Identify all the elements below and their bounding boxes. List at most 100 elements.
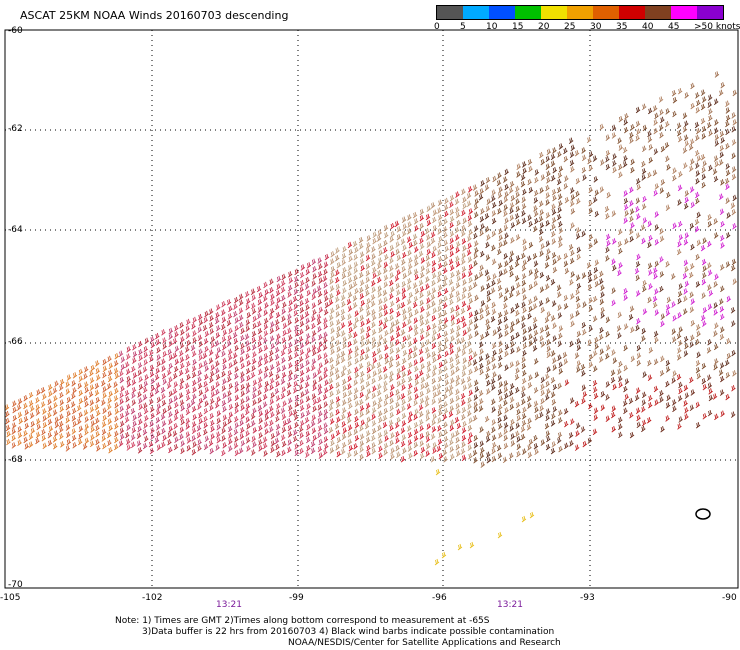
wind-barb xyxy=(516,415,522,422)
wind-barb xyxy=(376,235,382,242)
wind-barb xyxy=(84,400,89,408)
wind-barb xyxy=(665,309,671,317)
wind-barb xyxy=(269,308,275,315)
wind-barb xyxy=(521,413,527,420)
wind-barb xyxy=(89,399,95,407)
wind-barb xyxy=(425,213,431,221)
wind-barb xyxy=(443,401,448,408)
wind-barb xyxy=(360,349,365,356)
wind-barb xyxy=(671,399,677,406)
wind-barb xyxy=(330,271,335,279)
wind-barb xyxy=(59,378,65,386)
wind-barb xyxy=(179,342,185,349)
wind-barb xyxy=(683,259,689,267)
wind-barb xyxy=(347,270,352,278)
wind-barb xyxy=(102,386,107,393)
wind-barb xyxy=(287,424,293,432)
wind-barb xyxy=(534,176,539,184)
wind-barb xyxy=(672,110,677,118)
wind-barb xyxy=(574,352,580,359)
wind-barb xyxy=(53,430,59,437)
wind-barb xyxy=(288,341,293,349)
colorbar-swatch xyxy=(645,6,671,19)
wind-barb xyxy=(508,390,514,397)
wind-barb xyxy=(600,404,606,411)
wind-barb xyxy=(312,309,317,316)
wind-barb xyxy=(258,292,263,299)
wind-barb xyxy=(226,340,232,348)
wind-barb xyxy=(376,389,382,397)
wind-barb xyxy=(449,363,455,370)
wind-barb xyxy=(250,288,256,295)
wind-barb xyxy=(605,331,610,338)
wind-barb xyxy=(660,145,666,153)
wind-barb xyxy=(108,362,114,370)
wind-barb xyxy=(131,399,137,406)
wind-barb xyxy=(130,434,136,441)
wind-barb xyxy=(185,382,190,390)
wind-barb xyxy=(286,389,292,397)
wind-barb xyxy=(731,258,737,266)
wind-barb xyxy=(461,413,466,421)
wind-barb xyxy=(401,384,406,391)
wind-barb xyxy=(71,415,77,422)
wind-barb xyxy=(227,348,233,356)
wind-barb xyxy=(701,362,707,370)
wind-barb xyxy=(222,414,228,422)
wind-barb xyxy=(275,346,280,354)
wind-barb xyxy=(509,425,514,432)
wind-barb xyxy=(287,446,292,454)
wind-barb xyxy=(659,396,664,403)
wind-barb xyxy=(341,421,347,428)
wind-barb xyxy=(419,411,424,418)
wind-barb xyxy=(402,357,407,365)
wind-barb xyxy=(449,215,455,223)
wind-barb xyxy=(413,317,419,324)
wind-barb xyxy=(352,281,358,288)
wind-barb xyxy=(360,265,365,272)
wind-barb xyxy=(126,444,132,451)
wind-barb xyxy=(491,301,496,309)
wind-barb xyxy=(36,389,41,396)
wind-barb xyxy=(161,358,166,365)
wind-barb xyxy=(434,558,440,566)
wind-barb xyxy=(467,382,473,389)
wind-barb xyxy=(671,273,676,280)
wind-barb xyxy=(570,208,576,215)
wind-barb xyxy=(172,388,178,395)
wind-barb xyxy=(72,420,78,428)
wind-barb xyxy=(245,353,250,360)
wind-barb xyxy=(269,377,275,385)
wind-barb xyxy=(689,291,694,299)
wind-barb xyxy=(425,431,431,438)
wind-barb xyxy=(418,404,424,411)
wind-barb xyxy=(635,197,641,205)
wind-barb xyxy=(287,313,292,320)
wind-barb xyxy=(522,259,528,267)
wind-barb xyxy=(719,298,724,305)
wind-barb xyxy=(425,318,430,326)
wind-barb xyxy=(227,354,233,361)
note-line: Note: 1) Times are GMT 2)Times along bot… xyxy=(115,616,490,626)
wind-barb xyxy=(390,251,395,258)
wind-barb xyxy=(155,332,160,340)
wind-barb xyxy=(545,443,551,451)
wind-barb xyxy=(318,277,324,284)
wind-barb xyxy=(600,390,606,398)
wind-barb xyxy=(178,392,184,399)
wind-barb xyxy=(468,229,473,236)
wind-barb xyxy=(317,368,322,375)
wind-barb xyxy=(269,287,274,294)
wind-barb xyxy=(18,417,24,425)
wind-barb xyxy=(586,136,592,144)
wind-barb xyxy=(683,350,689,357)
wind-barb xyxy=(340,356,346,364)
wind-barb xyxy=(641,335,646,342)
wind-barb xyxy=(545,254,551,262)
wind-barb xyxy=(557,382,563,390)
wind-barb xyxy=(407,340,413,348)
wind-barb xyxy=(414,408,419,416)
wind-barb xyxy=(653,358,659,366)
wind-barb xyxy=(690,243,695,251)
wind-barb xyxy=(395,331,401,339)
